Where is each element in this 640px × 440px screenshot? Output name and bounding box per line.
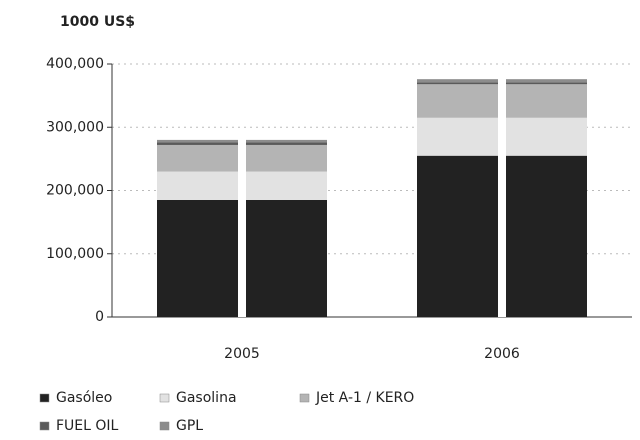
legend-swatch bbox=[39, 421, 50, 431]
legend-swatch bbox=[299, 393, 310, 403]
x-tick-label: 2005 bbox=[224, 346, 260, 362]
x-tick-label: 2006 bbox=[484, 346, 520, 362]
legend-swatch bbox=[159, 393, 170, 403]
bar-gap bbox=[498, 78, 506, 318]
y-axis-label: 1000 US$ bbox=[60, 14, 135, 30]
legend-label: Jet A-1 / KERO bbox=[315, 390, 414, 406]
legend-label: Gasolina bbox=[176, 390, 237, 406]
bar-gap bbox=[238, 138, 246, 317]
legend-label: FUEL OIL bbox=[56, 418, 119, 434]
y-tick-label: 200,000 bbox=[46, 183, 104, 199]
y-tick-label: 0 bbox=[95, 309, 104, 325]
y-tick-label: 400,000 bbox=[46, 56, 104, 72]
y-tick-label: 300,000 bbox=[46, 119, 104, 135]
legend-swatch bbox=[159, 421, 170, 431]
y-tick-label: 100,000 bbox=[46, 246, 104, 262]
legend-label: GPL bbox=[176, 418, 203, 434]
legend-label: Gasóleo bbox=[56, 390, 112, 406]
legend-swatch bbox=[39, 393, 50, 403]
